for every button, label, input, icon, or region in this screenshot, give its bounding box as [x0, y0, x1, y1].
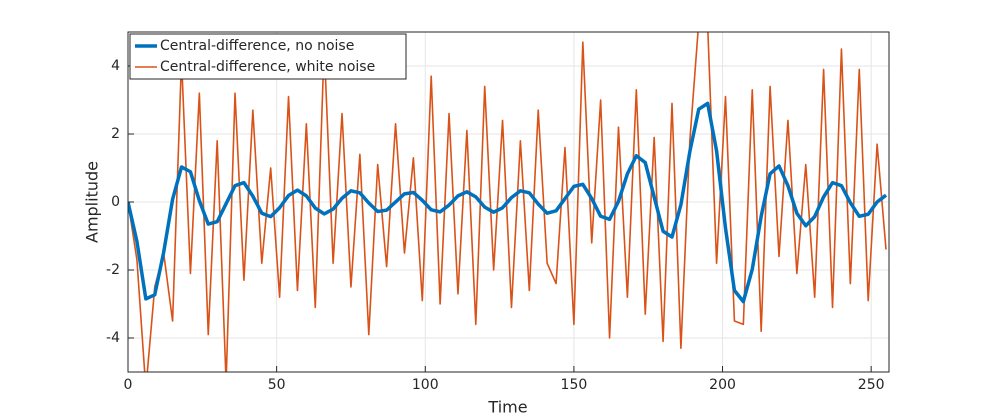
legend-label: Central-difference, white noise	[160, 59, 375, 75]
x-tick-label: 100	[412, 377, 439, 393]
x-tick-label: 200	[709, 377, 736, 393]
x-tick-label: 0	[124, 377, 133, 393]
y-tick-label: -4	[106, 330, 120, 346]
series-line	[128, 101, 888, 304]
legend: Central-difference, no noise Central-diff…	[129, 33, 407, 80]
lines	[128, 32, 888, 372]
ticks: 0 50 100 150 200 250 -4 -2 0 2 4	[106, 58, 885, 393]
legend-label: Central-difference, no noise	[160, 38, 354, 54]
x-axis-label: Time	[487, 398, 527, 417]
x-tick-label: 50	[268, 377, 286, 393]
x-tick-label: 250	[858, 377, 885, 393]
x-tick-label: 150	[561, 377, 588, 393]
series-line	[128, 32, 887, 372]
y-tick-label: 4	[111, 58, 120, 74]
y-axis-label: Amplitude	[83, 161, 102, 243]
y-tick-label: 0	[111, 194, 120, 210]
legend-box	[129, 33, 407, 80]
y-tick-label: 2	[111, 126, 120, 142]
y-tick-label: -2	[106, 262, 120, 278]
